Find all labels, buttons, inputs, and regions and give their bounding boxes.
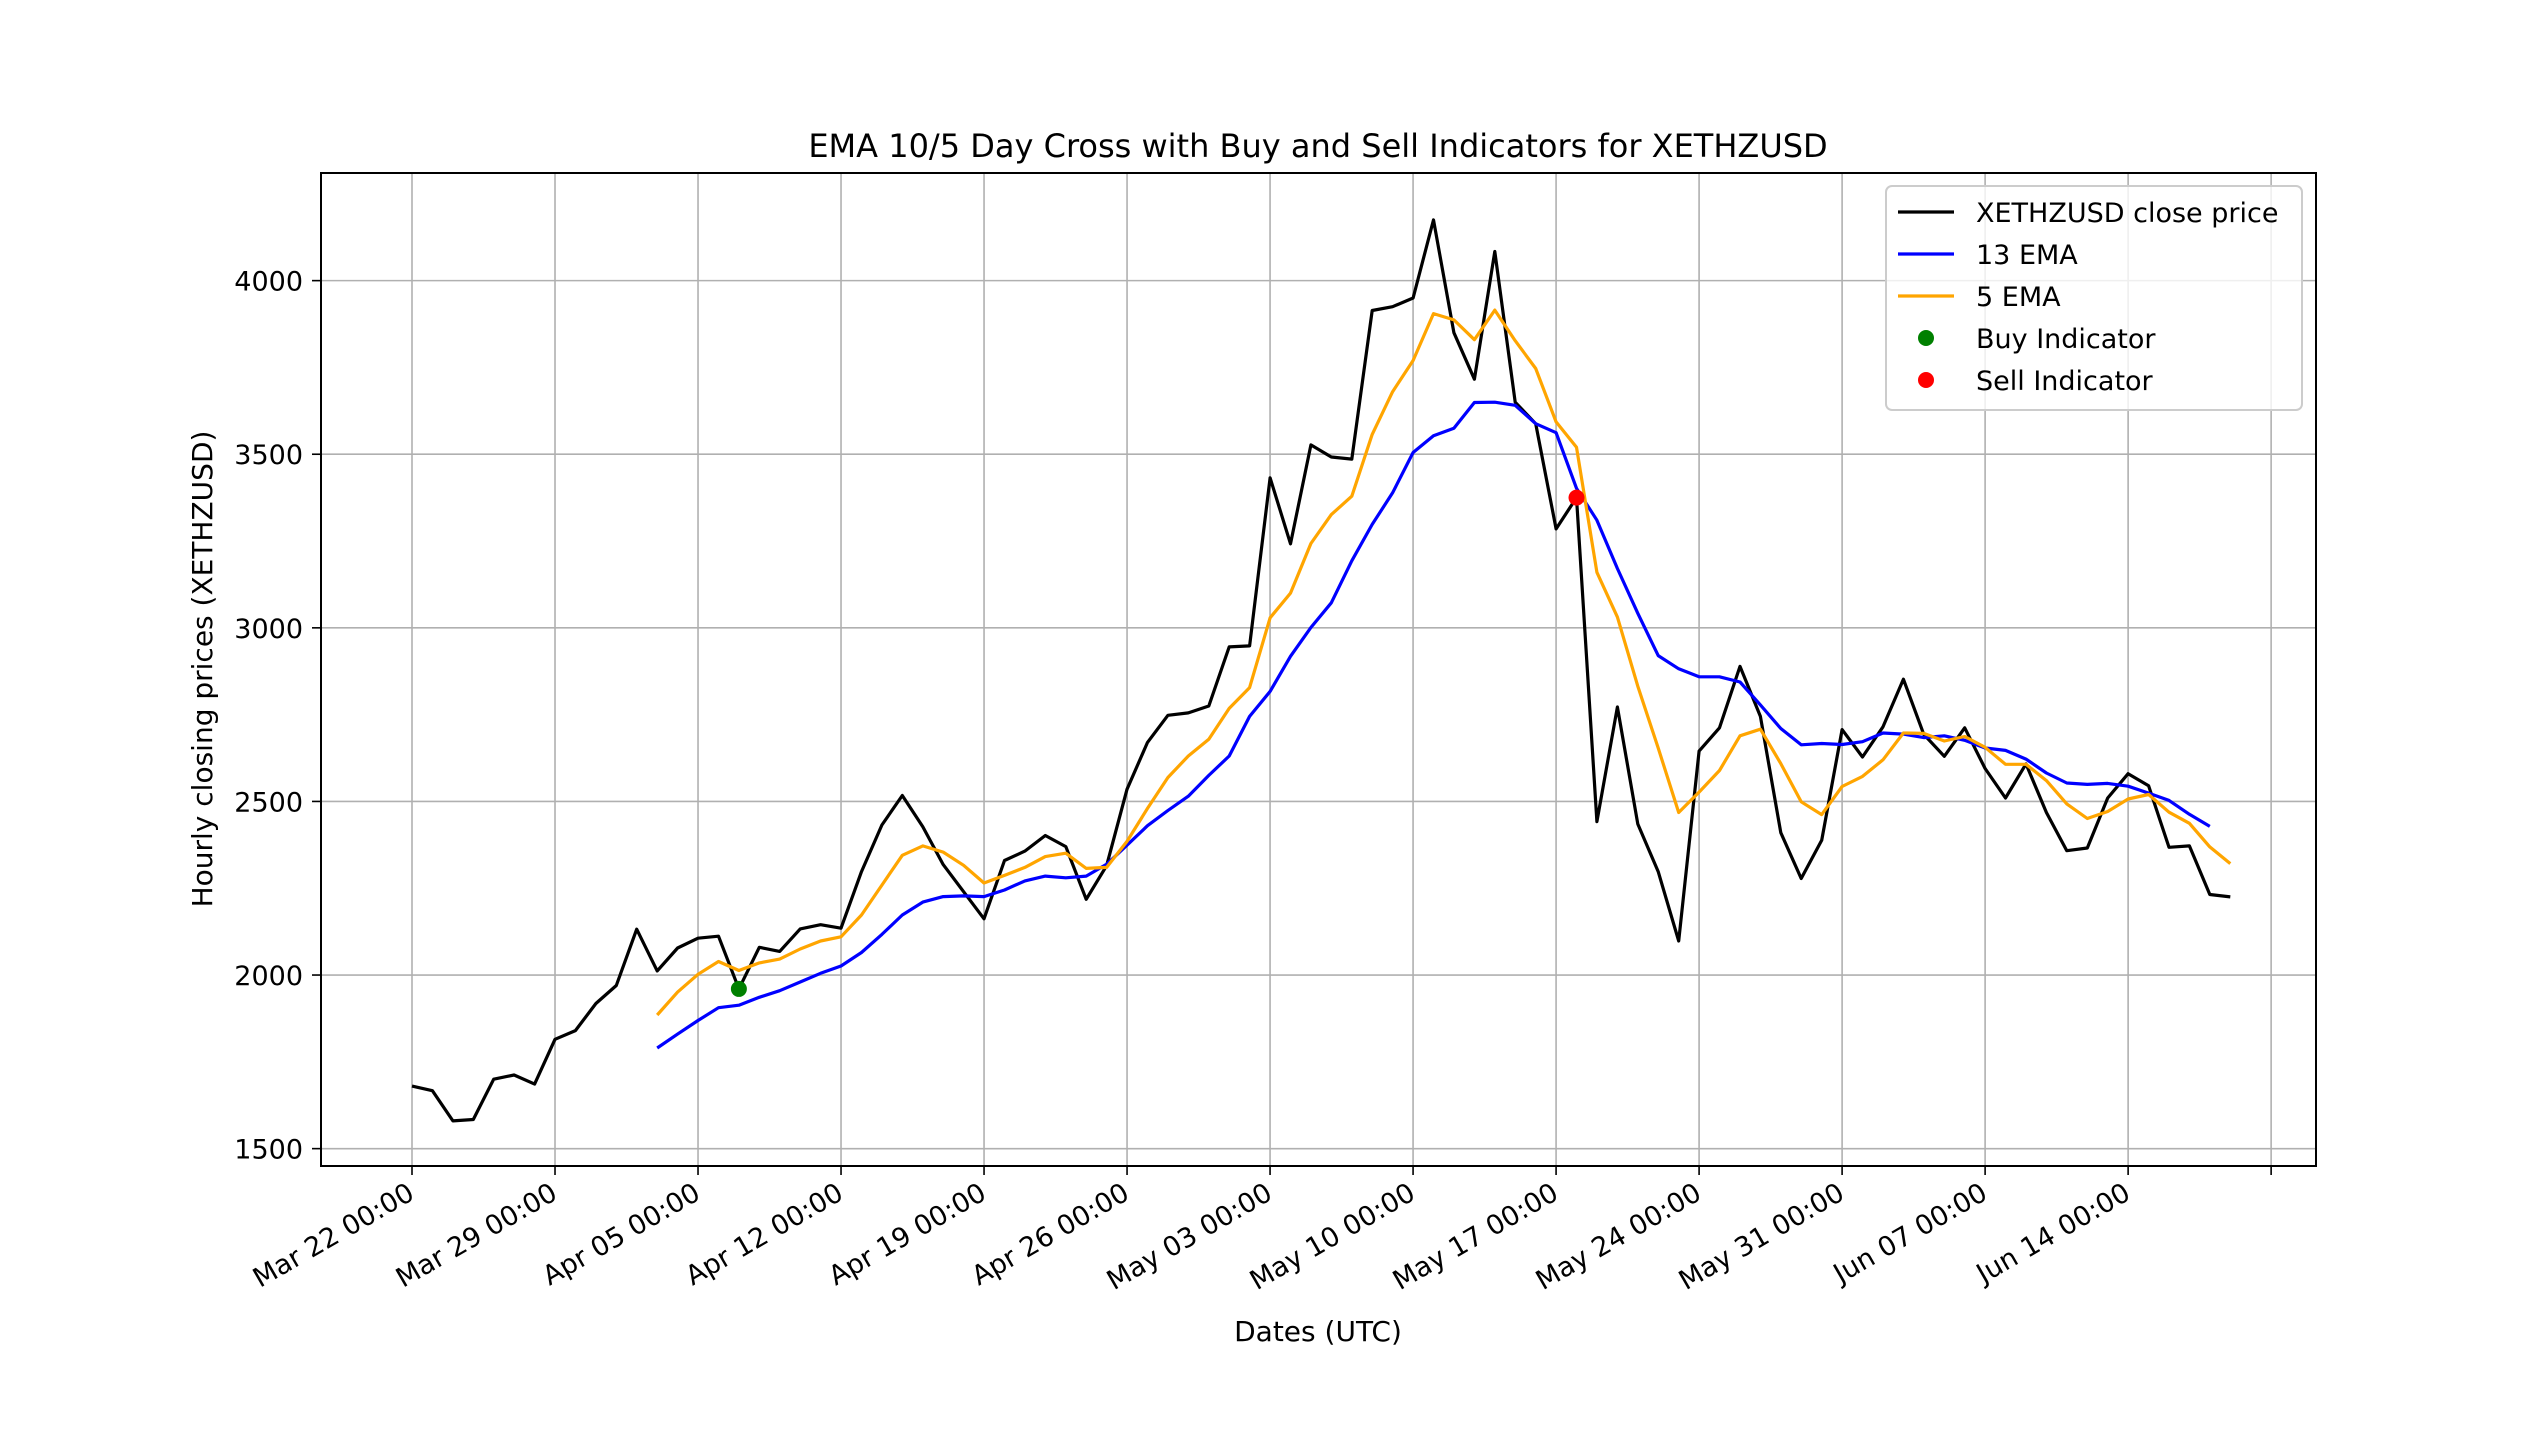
- indicator-point: [1568, 489, 1585, 506]
- x-axis-label: Dates (UTC): [1234, 1315, 1402, 1348]
- y-tick-label: 4000: [234, 267, 303, 298]
- legend-label: Buy Indicator: [1976, 324, 2156, 355]
- y-tick-label: 3500: [234, 440, 303, 471]
- indicator-markers: [730, 489, 1585, 997]
- grid-lines: [321, 173, 2316, 1166]
- y-axis-label: Hourly closing prices (XETHZUSD): [186, 431, 219, 908]
- legend: XETHZUSD close price 13 EMA 5 EMA Buy Indic…: [1885, 185, 2303, 411]
- series-lines: [411, 218, 2232, 1123]
- legend-marker-swatch: [1918, 330, 1934, 346]
- legend-box: [1885, 185, 2303, 411]
- legend-label: 5 EMA: [1976, 282, 2061, 313]
- legend-marker-swatch: [1918, 372, 1934, 388]
- y-tick-label: 3000: [234, 614, 303, 645]
- y-tick-label: 2000: [234, 961, 303, 992]
- chart-title: EMA 10/5 Day Cross with Buy and Sell Ind…: [808, 127, 1827, 165]
- y-tick-label: 1500: [234, 1135, 303, 1166]
- series-line: [656, 400, 2211, 1050]
- legend-label: Sell Indicator: [1976, 366, 2154, 397]
- y-tick-label: 2500: [234, 787, 303, 818]
- indicator-point: [730, 980, 747, 997]
- series-line: [656, 308, 2232, 1017]
- y-axis-ticks: 1500 2000 2500 3000 3500 4000: [234, 267, 321, 1166]
- legend-label: 13 EMA: [1976, 240, 2078, 271]
- legend-label: XETHZUSD close price: [1976, 198, 2278, 229]
- plot-frame: [320, 172, 2317, 1167]
